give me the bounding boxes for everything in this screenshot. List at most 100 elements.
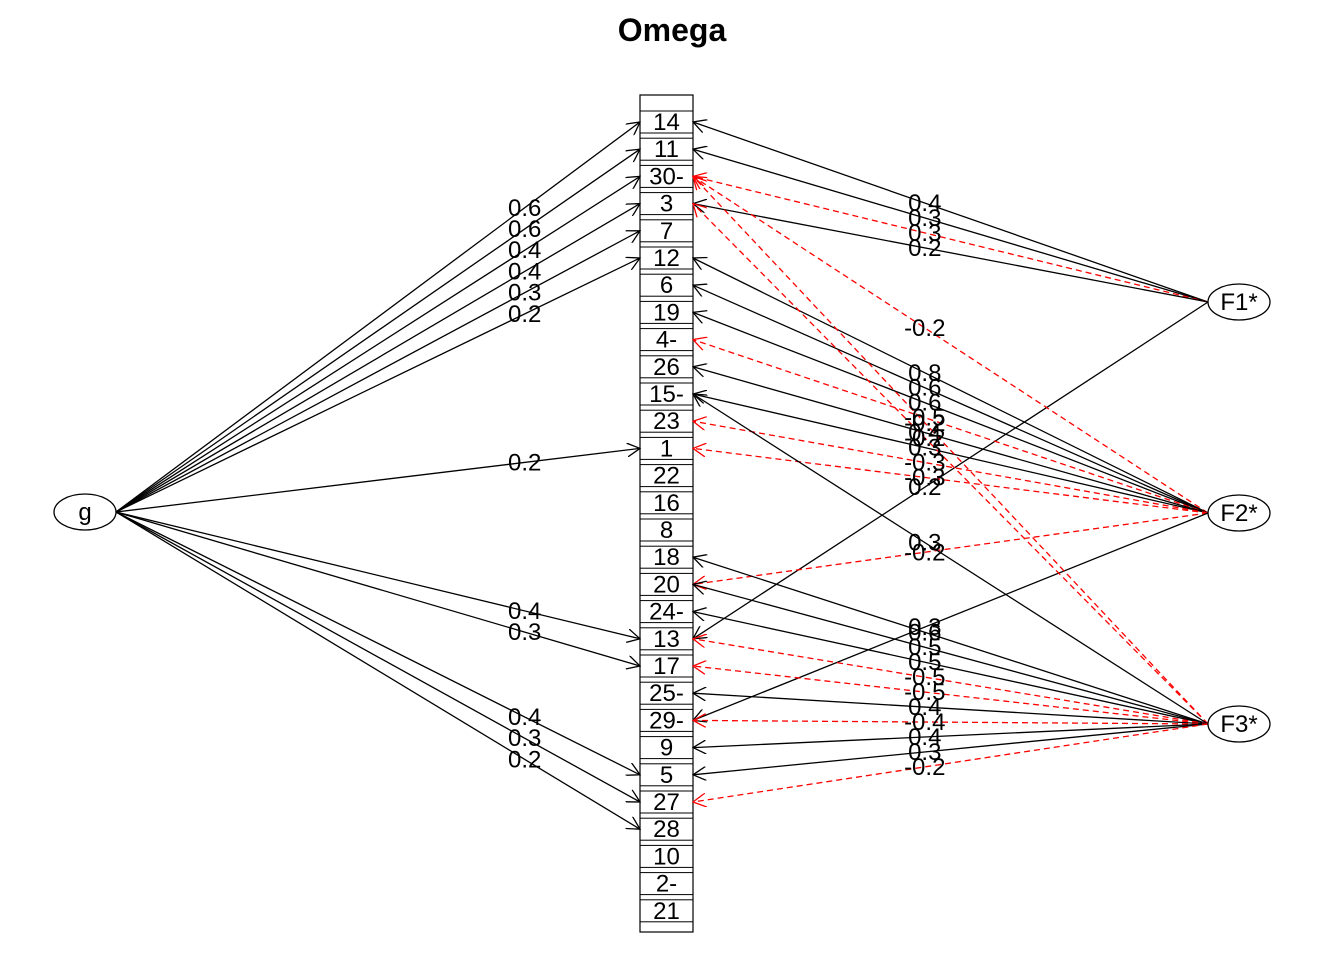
loading-label: 0.3 [508,280,541,307]
item-label: 21 [653,898,680,925]
item-box [639,872,694,896]
loading-label: 0.3 [908,530,941,557]
loading-label: 0.2 [908,474,941,501]
factor-node [1207,283,1271,321]
factor-label: F3* [1220,711,1257,738]
loading-edge [115,231,640,513]
loading-edge [115,176,640,513]
loading-edge [693,421,1209,514]
item-label: 24- [649,599,684,626]
loading-label: -0.5 [904,405,945,432]
item-label: 5 [660,762,673,789]
loading-label: 0.4 [908,420,941,447]
loading-label: 0.4 [508,237,541,264]
loading-label: -0.2 [904,539,945,566]
loading-label: 0.3 [908,435,941,462]
item-label: 7 [660,218,673,245]
loading-edge [693,720,1209,724]
item-box [639,518,694,542]
loading-edge [115,511,640,829]
loading-edge [693,666,1209,725]
loading-edge [693,149,1209,303]
item-label: 10 [653,843,680,870]
loading-edge [693,394,1209,725]
factor-node [1207,705,1271,743]
loading-labels: 0.60.60.40.40.30.20.20.40.30.40.30.20.40… [508,190,945,781]
item-label: 30- [649,163,684,190]
loading-label: 0.3 [908,614,941,641]
factor-label: g [78,499,91,526]
loading-label: -0.5 [904,679,945,706]
item-label: 17 [653,653,680,680]
item-box [639,491,694,515]
loading-label: 0.6 [908,619,941,646]
loading-edge [115,204,640,513]
item-label: 26 [653,354,680,381]
factor-node [1207,494,1271,532]
loading-edge [115,149,640,513]
item-label: 19 [653,299,680,326]
item-label: 4- [656,327,677,354]
item-label: 23 [653,408,680,435]
item-label: 16 [653,490,680,517]
loading-edges [115,122,1209,829]
diagram-title: Omega [618,12,727,48]
loading-label: 0.3 [908,739,941,766]
item-label: 9 [660,735,673,762]
loading-label: -0.2 [904,754,945,781]
loading-edge [693,258,1209,514]
loading-label: 0.2 [508,301,541,328]
loading-edge [115,511,640,802]
item-label: 14 [653,109,680,136]
loading-edge [693,204,1209,303]
loading-label: -0.2 [904,315,945,342]
loading-label: 0.6 [508,216,541,243]
factor-label: F1* [1220,289,1257,316]
loading-edge [693,612,1209,725]
loading-label: 0.2 [508,449,541,476]
loading-label: -0.3 [904,464,945,491]
item-box [639,899,694,923]
item-label: 2- [656,871,677,898]
loading-edge [693,340,1209,514]
loading-edge [693,448,1209,514]
item-box [639,464,694,488]
loading-edge [693,122,1209,303]
item-label: 15- [649,381,684,408]
loading-edge [693,723,1209,802]
loading-edge [693,176,1209,303]
loading-edge [693,301,1209,639]
item-label: 12 [653,245,680,272]
loading-edge [693,367,1209,514]
loading-label: 0.4 [908,694,941,721]
loading-edge [693,639,1209,725]
loading-label: -0.4 [904,709,945,736]
item-label: 1 [660,435,673,462]
loading-edge [115,511,640,775]
item-box [639,844,694,868]
loading-label: 0.3 [908,205,941,232]
factor-node [53,493,117,531]
item-label: 3 [660,191,673,218]
loading-edge [693,693,1209,725]
loading-label: 0.4 [508,598,541,625]
loading-label: -0.3 [904,450,945,477]
loading-label: 0.8 [908,360,941,387]
loading-label: 0.3 [508,619,541,646]
item-label: 11 [654,136,679,163]
loading-label: -0.2 [904,425,945,452]
item-label: 25- [649,680,684,707]
loading-label: 0.4 [508,704,541,731]
loading-edge [693,557,1209,725]
item-label: 18 [653,544,680,571]
loading-label: 0.2 [508,746,541,773]
loading-label: 0.5 [908,649,941,676]
loading-label: 0.6 [908,375,941,402]
factor-nodes: g F1* F2* F3* [53,283,1271,743]
item-label: 13 [653,626,680,653]
item-label: 22 [653,463,680,490]
loading-edge [115,122,640,513]
loading-label: -0.5 [904,664,945,691]
item-label: 29- [649,707,684,734]
